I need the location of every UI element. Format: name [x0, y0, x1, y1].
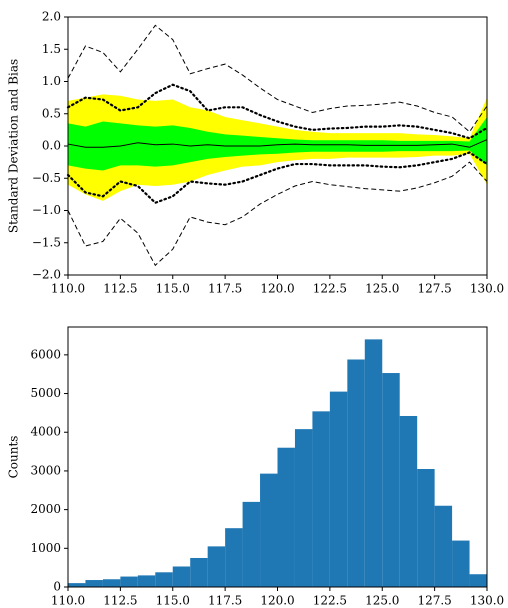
y-tick-label: 1000 — [30, 541, 61, 555]
bar — [469, 574, 487, 587]
y-tick-label: 0.5 — [42, 106, 61, 120]
line — [66, 83, 489, 140]
y-axis-label: Counts — [7, 436, 21, 479]
bar — [85, 580, 103, 587]
x-tick-label: 122.5 — [313, 282, 347, 296]
bar — [434, 505, 453, 587]
bar — [329, 391, 348, 587]
y-tick-label: 0 — [53, 580, 61, 594]
bar — [399, 415, 418, 587]
y-tick-label: 6000 — [30, 347, 61, 361]
x-tick-label: 110.0 — [51, 594, 85, 608]
y-tick-label: 5000 — [30, 386, 61, 400]
x-tick-label: 125.0 — [365, 282, 399, 296]
y-tick-label: −1.0 — [32, 203, 61, 217]
x-tick-label: 115.0 — [156, 594, 190, 608]
line — [66, 151, 489, 205]
y-tick-label: −1.5 — [32, 235, 61, 249]
y-tick-label: 2.0 — [42, 10, 61, 24]
y-tick-label: −2.0 — [32, 268, 61, 282]
x-tick-label: 122.5 — [313, 594, 347, 608]
bar — [347, 359, 365, 587]
x-tick-label: 117.5 — [208, 594, 242, 608]
bar — [137, 575, 156, 587]
y-tick-label: 0.0 — [42, 139, 61, 153]
y-axis-label: Standard Deviation and Bias — [7, 59, 21, 233]
band — [68, 116, 487, 171]
bar — [452, 540, 470, 587]
subplot: 0 1000 2000 3000 4000 5000 6000 110.0 112.5 115.0… — [7, 326, 504, 608]
y-tick-label: 3000 — [30, 463, 61, 477]
bar — [155, 572, 173, 587]
bar — [207, 546, 226, 587]
x-tick-label: 117.5 — [208, 282, 242, 296]
bar — [102, 579, 121, 587]
x-tick-label: 130.0 — [470, 282, 504, 296]
bar — [294, 429, 313, 587]
bar — [120, 576, 138, 587]
x-tick-label: 125.0 — [365, 594, 399, 608]
y-tick-label: 1.0 — [42, 74, 61, 88]
x-tick-label: 127.5 — [417, 594, 451, 608]
bar — [260, 473, 278, 587]
bar — [172, 566, 191, 587]
bar — [417, 468, 435, 587]
bar — [364, 339, 383, 587]
y-tick-label: 4000 — [30, 425, 61, 439]
bar — [225, 528, 243, 587]
x-tick-label: 110.0 — [51, 282, 85, 296]
bar — [190, 557, 208, 587]
bar — [242, 501, 261, 587]
x-tick-label: 120.0 — [260, 282, 294, 296]
x-tick-label: 112.5 — [103, 594, 137, 608]
bar — [312, 411, 330, 587]
subplot: −2.0 −1.5 −1.0 −0.5 0.0 0.5 1.0 1.5 2.0 110.0 112.… — [7, 10, 505, 296]
line — [67, 139, 488, 148]
y-tick-label: 1.5 — [42, 42, 61, 56]
x-tick-label: 112.5 — [103, 282, 137, 296]
x-tick-label: 127.5 — [417, 282, 451, 296]
bar — [382, 373, 400, 587]
line — [67, 24, 488, 133]
x-tick-label: 115.0 — [156, 282, 190, 296]
x-tick-label: 120.0 — [260, 594, 294, 608]
y-tick-label: −0.5 — [32, 171, 61, 185]
x-tick-label: 130.0 — [470, 594, 504, 608]
bar — [68, 583, 86, 587]
y-tick-label: 2000 — [30, 502, 61, 516]
bar — [277, 447, 295, 587]
